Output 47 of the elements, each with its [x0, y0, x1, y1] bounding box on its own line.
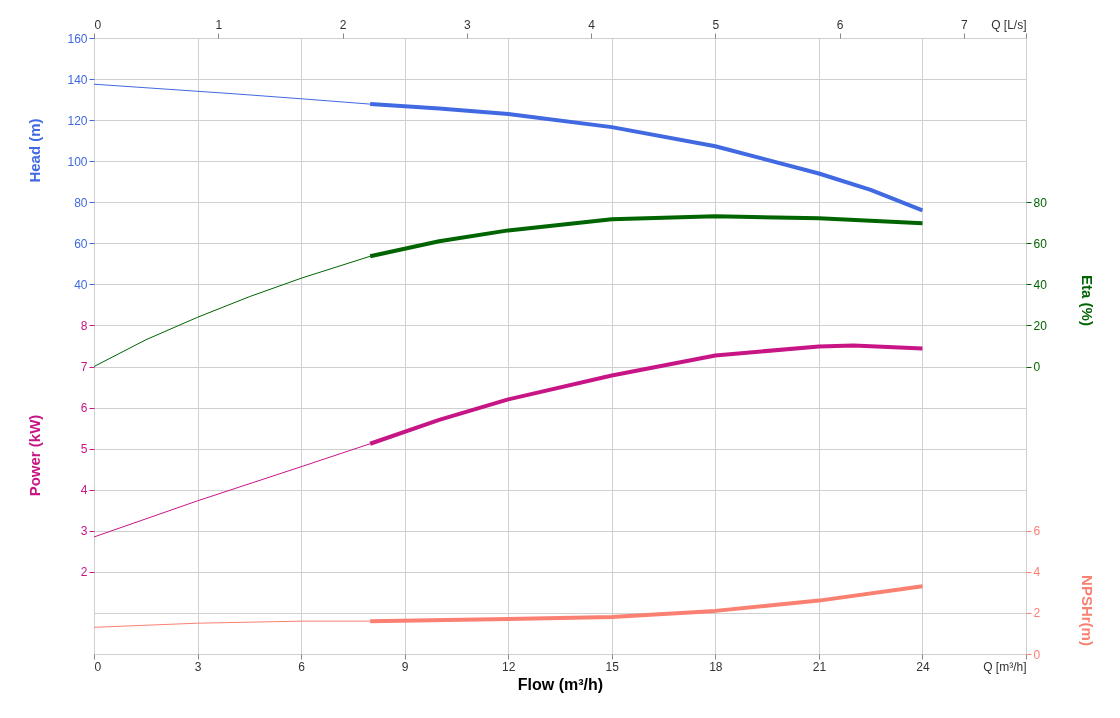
y2-tick-label: 4 — [1033, 565, 1041, 580]
x-tick-label: 21 — [812, 659, 827, 674]
x-tick-label: 0 — [94, 659, 102, 674]
y2-tick-label: 0 — [1033, 647, 1041, 662]
y-axis-title: Head (m) — [25, 118, 43, 183]
y-tick-label: 6 — [80, 401, 88, 416]
y2-tick-label: 20 — [1033, 318, 1048, 333]
x-tick-label: 15 — [605, 659, 620, 674]
x-tick-label: 6 — [298, 659, 306, 674]
y-tick-label: 2 — [80, 565, 88, 580]
y-tick-label: 80 — [74, 195, 88, 210]
x2-tick-label: 5 — [712, 17, 720, 32]
y-tick-label: 8 — [80, 318, 88, 333]
y-tick-label: 3 — [80, 524, 88, 539]
y2-tick-label: 2 — [1033, 606, 1041, 621]
y-tick-label: 7 — [80, 360, 88, 375]
x-tick-label: 3 — [194, 659, 202, 674]
y-tick-label: 100 — [67, 154, 88, 169]
y-tick-label: 140 — [67, 72, 88, 87]
y2-tick-label: 80 — [1033, 195, 1048, 210]
x2-tick-label: 3 — [463, 17, 471, 32]
x-tick-label: 9 — [401, 659, 409, 674]
x-tick-label: 24 — [916, 659, 930, 674]
x2-tick-label: 1 — [215, 17, 223, 32]
y-tick-label: 60 — [74, 236, 88, 251]
y-tick-label: 120 — [67, 113, 88, 128]
x2-tick-label: 2 — [339, 17, 347, 32]
y-tick-label: 160 — [67, 31, 88, 46]
x2-tick-label: Q [L/s] — [991, 17, 1027, 32]
x-axis-title: Flow (m³/h) — [517, 675, 604, 693]
x2-tick-label: 6 — [836, 17, 844, 32]
y-tick-label: 5 — [80, 442, 88, 457]
y2-axis-title: Eta (%) — [1078, 275, 1096, 326]
y2-tick-label: 60 — [1033, 236, 1048, 251]
x-tick-label: 12 — [502, 659, 516, 674]
y2-tick-label: 40 — [1033, 277, 1048, 292]
y2-tick-label: 0 — [1033, 360, 1041, 375]
y-tick-label: 40 — [74, 277, 88, 292]
y-axis-title: Power (kW) — [25, 414, 43, 497]
x-tick-label: 18 — [709, 659, 723, 674]
y2-axis-title: NPSHr(m) — [1078, 575, 1096, 646]
x2-tick-label: 4 — [588, 17, 596, 32]
y-tick-label: 4 — [80, 483, 88, 498]
y2-tick-label: 6 — [1033, 524, 1041, 539]
x2-tick-label: 7 — [961, 17, 969, 32]
x2-tick-label: 0 — [94, 17, 102, 32]
x-tick-label: Q [m³/h] — [983, 659, 1027, 674]
